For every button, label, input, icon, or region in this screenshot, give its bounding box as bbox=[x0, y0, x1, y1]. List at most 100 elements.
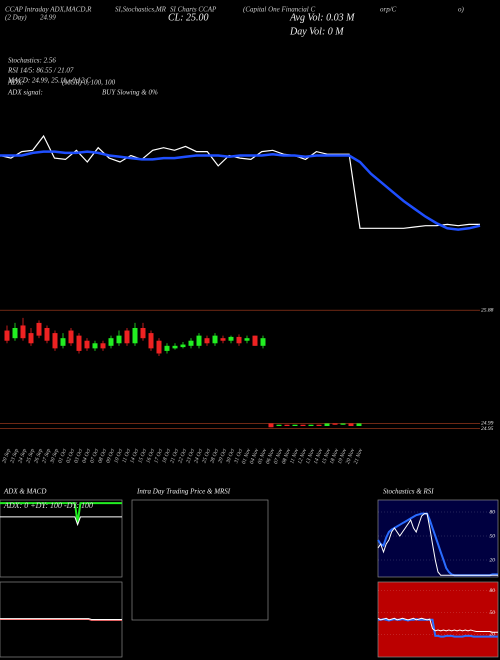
series-line bbox=[0, 502, 122, 524]
candle-body bbox=[172, 345, 178, 349]
signal-value: BUY Slowing & 0% bbox=[102, 89, 158, 97]
candle-body bbox=[284, 424, 290, 426]
candle-body bbox=[108, 338, 114, 346]
x-tick-label: 22 Oct bbox=[177, 448, 188, 464]
x-tick-label: 21 Oct bbox=[169, 448, 180, 464]
x-tick-label: 02 Oct bbox=[65, 448, 76, 464]
x-tick-label: 31 Oct bbox=[233, 448, 244, 465]
candle-body bbox=[340, 423, 346, 425]
x-tick-label: 24 Sep bbox=[16, 447, 28, 464]
close-price: CL: 25.00 bbox=[168, 12, 209, 23]
candle-body bbox=[156, 340, 162, 354]
adx-label: ADX: bbox=[7, 79, 24, 87]
title-part: (Capital One Financial C bbox=[243, 6, 315, 14]
x-tick-label: 01 Nov bbox=[241, 448, 252, 465]
x-tick-label: 16 Oct bbox=[145, 448, 156, 464]
x-tick-label: 27 Sep bbox=[41, 448, 52, 464]
candle-body bbox=[228, 336, 234, 341]
candle-body bbox=[76, 335, 82, 351]
x-tick-label: 25 Oct bbox=[201, 448, 212, 464]
x-tick-label: 08 Nov bbox=[281, 448, 292, 465]
title-part: orp/C bbox=[380, 6, 397, 14]
series-line bbox=[0, 618, 122, 620]
stat-line: Stochastics: 2.56 bbox=[8, 57, 56, 65]
day-vol: Day Vol: 0 M bbox=[289, 26, 344, 37]
x-tick-label: 15 Oct bbox=[137, 448, 148, 464]
x-tick-label: 15 Nov bbox=[321, 448, 332, 465]
candle-body bbox=[188, 340, 194, 346]
stat-line: RSI 14/5: 86.55 / 21.07 bbox=[7, 67, 74, 75]
avg-vol: Avg Vol: 0.03 M bbox=[289, 12, 355, 23]
candle-body bbox=[220, 338, 226, 341]
x-tick-label: 09 Oct bbox=[105, 448, 116, 464]
candle-body bbox=[300, 424, 306, 426]
series-line bbox=[0, 134, 480, 229]
title-part: o) bbox=[458, 6, 465, 14]
candle-body bbox=[36, 322, 42, 336]
candle-body bbox=[116, 335, 122, 344]
x-tick-label: 18 Oct bbox=[161, 448, 172, 464]
x-tick-label: 03 Oct bbox=[73, 448, 84, 464]
title-part: SI Charts CCAP bbox=[170, 6, 217, 14]
candle-body bbox=[148, 333, 154, 349]
candle-body bbox=[212, 335, 218, 344]
intraday-panel-frame bbox=[131, 499, 269, 621]
signal-label: ADX signal: bbox=[7, 89, 43, 97]
candle-body bbox=[100, 343, 106, 349]
x-tick-label: 30 Oct bbox=[225, 448, 236, 465]
x-tick-label: 07 Oct bbox=[89, 448, 100, 464]
series-line bbox=[0, 150, 481, 231]
candle-body bbox=[84, 340, 90, 349]
adx-value: (MGR) 0, 100, 100 bbox=[62, 79, 116, 87]
candle-body bbox=[244, 338, 250, 341]
candle-body bbox=[332, 423, 338, 425]
panel-frame bbox=[0, 499, 123, 578]
candle-body bbox=[92, 343, 98, 349]
y-tick-label: 80 bbox=[490, 509, 496, 515]
candle-body bbox=[316, 424, 322, 426]
candle-body bbox=[236, 336, 242, 344]
title-part: SI,Stochastics,MR bbox=[115, 6, 167, 14]
candle-body bbox=[276, 424, 282, 426]
x-tick-label: 18 Nov bbox=[329, 448, 340, 465]
series-line bbox=[377, 513, 498, 576]
x-tick-label: 20 Nov bbox=[345, 448, 356, 465]
x-tick-label: 05 Nov bbox=[257, 448, 268, 465]
x-tick-label: 26 Sep bbox=[33, 448, 44, 464]
x-tick-label: 11 Nov bbox=[289, 448, 300, 465]
panel-label: ADX: 0 +DY: 100 -DY: 100 bbox=[3, 501, 93, 510]
y-tick-label: 24.95 bbox=[481, 425, 494, 432]
x-tick-label: 01 Oct bbox=[57, 448, 68, 464]
candle-body bbox=[196, 335, 202, 346]
panel-frame bbox=[377, 499, 499, 578]
candle-body bbox=[204, 338, 210, 344]
candle-body bbox=[260, 338, 266, 346]
x-tick-label: 13 Nov bbox=[305, 448, 316, 465]
series-line bbox=[0, 516, 122, 527]
candle-body bbox=[324, 423, 330, 426]
series-line bbox=[0, 619, 122, 621]
x-tick-label: 17 Oct bbox=[153, 448, 164, 464]
y-tick-label: 50 bbox=[490, 533, 496, 539]
candle-body bbox=[20, 325, 26, 339]
candle-body bbox=[180, 344, 186, 348]
candle-body bbox=[60, 338, 66, 346]
title-part: CCAP Intraday ADX,MACD,R bbox=[5, 6, 92, 14]
candle-body bbox=[348, 423, 354, 426]
x-tick-label: 28 Oct bbox=[209, 448, 220, 464]
series-line bbox=[377, 617, 498, 633]
x-tick-label: 07 Nov bbox=[273, 448, 284, 465]
x-tick-label: 08 Oct bbox=[97, 448, 108, 464]
candle-body bbox=[124, 330, 130, 344]
x-tick-label: 24 Oct bbox=[192, 447, 204, 464]
x-tick-label: 06 Nov bbox=[265, 448, 276, 465]
day-price: 24.99 bbox=[40, 14, 56, 22]
x-tick-label: 23 Sep bbox=[9, 448, 20, 464]
panel-title: Stochastics & RSI bbox=[383, 488, 434, 496]
candle-body bbox=[44, 328, 50, 341]
candle-body bbox=[12, 328, 18, 339]
candle-body bbox=[356, 423, 362, 426]
y-tick-label: 20 bbox=[490, 632, 496, 638]
candle-body bbox=[52, 333, 58, 349]
